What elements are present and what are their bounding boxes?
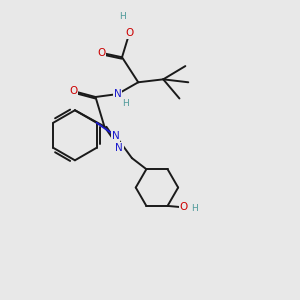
Text: N: N	[115, 142, 123, 153]
Text: H: H	[192, 204, 198, 213]
Text: O: O	[180, 202, 188, 212]
Text: O: O	[97, 48, 106, 58]
Text: H: H	[119, 12, 126, 21]
Text: O: O	[69, 86, 78, 96]
Text: N: N	[114, 89, 122, 99]
Text: O: O	[125, 28, 134, 38]
Text: N: N	[112, 131, 120, 141]
Text: H: H	[122, 99, 129, 108]
